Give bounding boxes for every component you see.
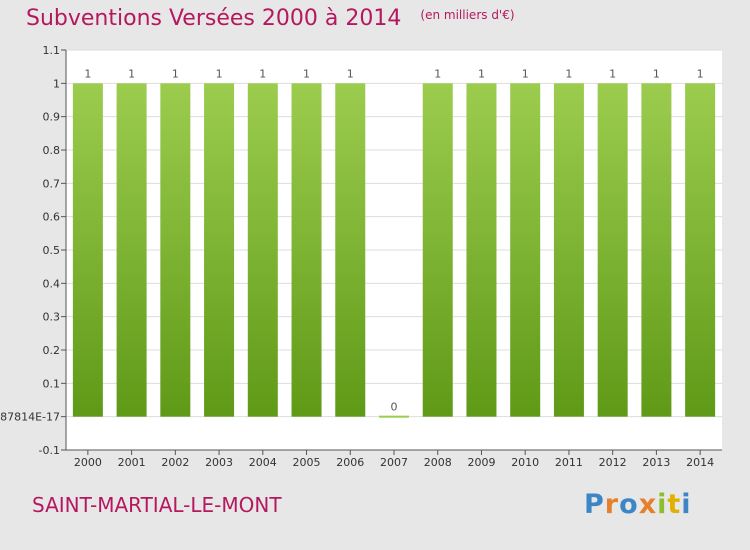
x-tick-label: 2001	[118, 456, 146, 469]
x-tick-label: 2009	[467, 456, 495, 469]
y-tick-label: 0.2	[43, 344, 61, 357]
x-tick-label: 2003	[205, 456, 233, 469]
x-tick-label: 2008	[424, 456, 452, 469]
bar-value-label: 1	[216, 67, 223, 80]
y-tick-label: 0.4	[43, 277, 61, 290]
bar	[291, 83, 322, 417]
bar-value-label: 1	[609, 67, 616, 80]
x-tick-label: 2004	[249, 456, 277, 469]
proxiti-logo[interactable]: Proxiti	[584, 489, 692, 520]
y-tick-label: 0.3	[43, 311, 61, 324]
bar	[597, 83, 628, 417]
bar	[247, 83, 278, 417]
bar	[204, 83, 235, 417]
y-tick-label: 1.387814E-17	[0, 411, 60, 424]
x-tick-label: 2013	[642, 456, 670, 469]
bar	[685, 83, 716, 417]
chart-header: Subventions Versées 2000 à 2014 (en mill…	[26, 6, 515, 31]
bar-value-label: 1	[653, 67, 660, 80]
bar-value-label: 1	[303, 67, 310, 80]
bar	[160, 83, 191, 417]
bar-value-label: 1	[84, 67, 91, 80]
bar	[335, 83, 366, 417]
x-tick-label: 2000	[74, 456, 102, 469]
x-tick-label: 2005	[293, 456, 321, 469]
x-tick-label: 2014	[686, 456, 714, 469]
bar-value-label: 1	[172, 67, 179, 80]
y-tick-label: -0.1	[39, 444, 60, 457]
bar	[422, 83, 453, 417]
x-tick-label: 2002	[161, 456, 189, 469]
x-tick-label: 2012	[599, 456, 627, 469]
y-tick-label: 0.5	[43, 244, 61, 257]
y-tick-label: 0.6	[43, 211, 61, 224]
chart-unit: (en milliers d'€)	[420, 8, 515, 22]
x-tick-label: 2010	[511, 456, 539, 469]
bar	[466, 83, 497, 417]
bar	[72, 83, 103, 417]
x-tick-label: 2007	[380, 456, 408, 469]
y-tick-label: 0.1	[43, 377, 61, 390]
bar-value-label: 1	[259, 67, 266, 80]
y-tick-label: 1	[53, 77, 60, 90]
bar-value-label: 0	[391, 401, 398, 414]
bar-value-label: 1	[434, 67, 441, 80]
bar	[379, 415, 409, 418]
bar-value-label: 1	[697, 67, 704, 80]
x-tick-label: 2011	[555, 456, 583, 469]
y-tick-label: 1.1	[43, 44, 61, 57]
bar	[553, 83, 584, 417]
chart-title: Subventions Versées 2000 à 2014	[26, 6, 402, 31]
bar-value-label: 1	[347, 67, 354, 80]
bar-value-label: 1	[478, 67, 485, 80]
bar-value-label: 1	[565, 67, 572, 80]
bar-value-label: 1	[522, 67, 529, 80]
y-tick-label: 0.7	[43, 177, 61, 190]
y-tick-label: 0.8	[43, 144, 61, 157]
bar	[641, 83, 672, 417]
commune-name: SAINT-MARTIAL-LE-MONT	[32, 493, 282, 517]
bar	[116, 83, 147, 417]
x-tick-label: 2006	[336, 456, 364, 469]
bar	[510, 83, 541, 417]
y-tick-label: 0.9	[43, 111, 61, 124]
bar-value-label: 1	[128, 67, 135, 80]
